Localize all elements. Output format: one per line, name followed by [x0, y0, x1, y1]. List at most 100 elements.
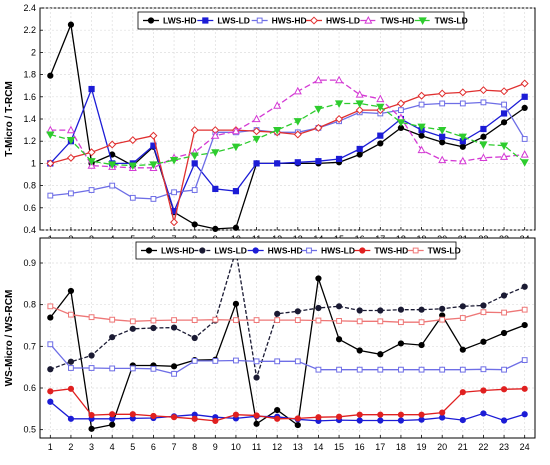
bottom-chart-point-hws-ld: [150, 365, 157, 372]
bottom-chart-legend-marker-lws-hd: [145, 247, 153, 254]
top-chart-point-hws-ld: [417, 91, 426, 100]
top-chart-point-lws-hd: [356, 151, 363, 158]
bottom-chart-legend-label-tws-hd: TWS-HD: [374, 246, 408, 256]
top-chart-point-tws-ld: [438, 127, 447, 135]
top-chart-legend-entry-tws-hd: TWS-HD: [360, 16, 414, 26]
bottom-chart-point-hws-ld: [68, 365, 74, 371]
bottom-chart-x-tick-label: 22: [478, 442, 488, 452]
bottom-chart-point-lws-ld: [67, 358, 75, 365]
bottom-chart-y-tick-label: 0.6: [23, 383, 36, 393]
bottom-chart-point-hws-hd: [459, 416, 466, 424]
bottom-chart-series-line-hws-ld: [49, 343, 525, 375]
top-chart-point-tws-ld: [149, 161, 158, 169]
bottom-chart-point-lws-hd: [335, 336, 343, 343]
top-chart-point-tws-hd: [231, 126, 240, 135]
bottom-chart-point-hws-ld: [191, 358, 198, 364]
top-chart-legend: LWS-HD LWS-LD HWS-HD HWS-LD TWS-HD TWS-LD: [137, 11, 468, 30]
top-chart-point-hws-hd: [439, 100, 446, 107]
top-chart-point-tws-ld: [520, 159, 529, 167]
top-chart-point-hws-hd: [398, 107, 404, 114]
bottom-chart-legend-entry-hws-hd: HWS-HD: [247, 246, 303, 256]
top-chart-point-tws-hd: [66, 125, 75, 134]
top-chart-point-lws-hd: [459, 143, 466, 150]
bottom-chart-point-tws-hd: [294, 415, 301, 422]
bottom-chart-point-lws-ld: [315, 304, 322, 312]
bottom-chart-x-tick-label: 20: [437, 442, 447, 452]
bottom-chart-legend-marker-lws-ld: [199, 247, 206, 254]
bottom-chart-point-tws-hd: [439, 409, 446, 416]
top-chart-point-lws-ld: [253, 160, 260, 167]
bottom-chart-point-tws-ld: [501, 309, 507, 316]
bottom-chart-series: [47, 247, 528, 432]
bottom-chart-point-lws-ld: [150, 324, 157, 332]
bottom-chart-point-hws-ld: [377, 366, 384, 373]
bottom-chart-point-tws-hd: [253, 412, 260, 419]
bottom-chart-x-tick-label: 18: [396, 442, 406, 452]
bottom-chart-point-tws-ld: [459, 315, 466, 321]
top-chart-legend-label-hws-hd: HWS-HD: [272, 16, 307, 26]
top-chart-point-tws-ld: [169, 156, 179, 165]
top-chart-point-hws-ld: [252, 127, 261, 136]
top-chart-point-tws-ld: [87, 158, 96, 166]
top-chart-point-lws-ld: [356, 145, 363, 153]
bottom-chart-point-tws-hd: [67, 385, 75, 392]
bottom-chart-point-lws-ld: [88, 352, 95, 359]
bottom-chart-point-tws-hd: [397, 411, 405, 418]
bottom-chart-point-tws-hd: [335, 413, 343, 420]
bottom-chart-point-tws-ld: [377, 318, 384, 325]
top-chart-point-hws-ld: [190, 126, 199, 135]
top-chart-point-lws-ld: [480, 125, 487, 133]
top-chart-point-hws-ld: [87, 148, 96, 157]
bottom-chart-point-tws-hd: [315, 414, 322, 421]
bottom-chart-series-line-lws-ld: [50, 250, 525, 378]
top-chart-point-hws-ld: [355, 106, 364, 115]
top-chart-y-tick-label: 1.2: [23, 136, 36, 146]
bottom-chart-point-lws-hd: [47, 314, 54, 321]
top-chart-point-lws-ld: [315, 158, 322, 165]
top-chart-series-line-hws-hd: [50, 101, 526, 200]
top-chart-y-tick-label: 2: [31, 47, 36, 57]
top-chart-point-tws-hd: [500, 152, 509, 160]
bottom-chart-point-tws-ld: [171, 317, 177, 323]
bottom-chart-x-tick-label: 23: [499, 442, 509, 452]
top-chart-legend-marker-tws-hd: [364, 16, 373, 24]
top-chart-point-hws-hd: [459, 100, 466, 107]
top-chart-legend-marker-lws-ld: [202, 17, 209, 24]
top-chart-point-hws-ld: [479, 86, 488, 95]
bottom-chart-panel: 0.50.60.70.80.9 1 2 3 4 5 6 7 8 9 10 11 12 13 14 15 16 1…: [4, 237, 536, 452]
bottom-chart-point-lws-hd: [459, 346, 466, 353]
bottom-chart-point-lws-hd: [109, 421, 116, 428]
bottom-chart-point-tws-ld: [480, 309, 487, 316]
bottom-chart-plot-area: [39, 237, 536, 439]
bottom-chart-y-tick-label: 0.9: [23, 258, 36, 268]
bottom-chart-point-tws-hd: [191, 415, 198, 422]
top-chart-point-hws-hd: [109, 182, 116, 189]
bottom-chart-point-tws-hd: [480, 387, 487, 394]
bottom-chart-point-tws-ld: [129, 318, 136, 325]
top-chart-point-hws-ld: [46, 159, 55, 168]
top-chart-point-tws-hd: [293, 86, 302, 95]
bottom-chart-point-lws-ld: [170, 324, 178, 331]
bottom-chart-x-tick-label: 24: [520, 442, 530, 452]
top-chart-point-lws-hd: [232, 224, 240, 231]
bottom-chart-point-lws-ld: [459, 303, 466, 310]
top-chart-point-lws-hd: [191, 221, 198, 228]
bottom-chart-point-lws-ld: [521, 283, 528, 290]
top-chart-point-tws-ld: [273, 127, 282, 135]
bottom-chart-point-tws-ld: [233, 317, 239, 323]
bottom-chart-point-tws-hd: [521, 385, 528, 392]
bottom-chart-point-hws-hd: [418, 416, 425, 423]
top-chart-point-hws-ld: [335, 114, 344, 124]
bottom-chart-x-tick-label: 5: [130, 442, 135, 452]
bottom-chart-point-lws-ld: [253, 374, 260, 381]
bottom-chart-series-lws-ld: [47, 247, 528, 381]
bottom-chart-point-hws-hd: [439, 414, 446, 421]
bottom-chart-point-tws-ld: [191, 317, 198, 323]
bottom-chart-x-tick-label: 6: [151, 442, 156, 452]
bottom-chart-point-tws-ld: [68, 311, 74, 318]
top-chart-point-tws-ld: [499, 142, 509, 151]
bottom-chart-point-lws-hd: [315, 275, 322, 282]
top-chart-point-tws-ld: [231, 143, 241, 152]
top-chart-point-tws-hd: [314, 75, 323, 84]
top-chart-point-tws-hd: [458, 156, 467, 165]
